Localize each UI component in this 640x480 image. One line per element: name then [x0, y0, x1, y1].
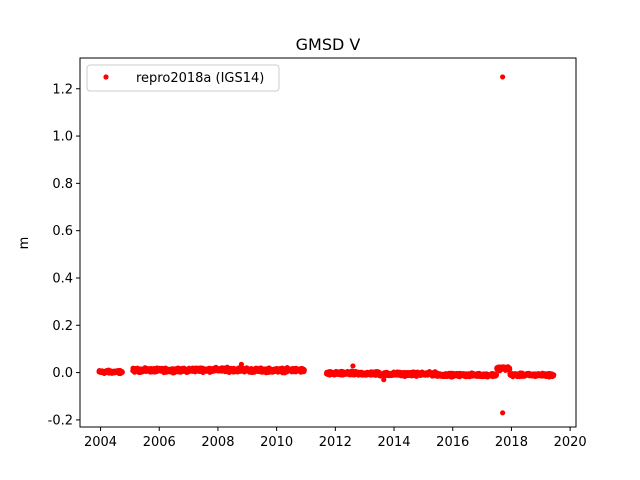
data-point — [119, 369, 125, 375]
x-tick-label: 2016 — [436, 435, 469, 450]
legend-box — [86, 64, 280, 92]
y-tick-label: 0.8 — [52, 177, 73, 192]
y-tick-label: 1.0 — [52, 130, 73, 145]
data-point — [507, 366, 513, 372]
y-tick-label: 1.2 — [52, 82, 73, 97]
legend: repro2018a (IGS14) — [86, 64, 280, 92]
data-point — [301, 367, 307, 373]
x-tick-label: 2010 — [260, 435, 293, 450]
data-points — [96, 74, 557, 416]
legend-marker — [103, 74, 109, 80]
x-tick-label: 2014 — [377, 435, 410, 450]
x-axis: 2004 2006 2008 2010 2012 2014 2016 2018 2020 — [84, 427, 587, 450]
data-point-outlier — [350, 363, 356, 369]
y-tick-label: -0.2 — [48, 413, 73, 428]
x-tick-label: 2020 — [554, 435, 587, 450]
plot-area-frame — [79, 57, 577, 428]
data-point — [493, 372, 500, 378]
data-point-outlier — [238, 361, 245, 367]
data-point — [551, 372, 557, 378]
y-tick-label: 0.4 — [52, 271, 73, 286]
chart-title: GMSD V — [296, 35, 361, 54]
x-tick-label: 2008 — [201, 435, 234, 450]
x-tick-label: 2018 — [495, 435, 528, 450]
y-tick-label: 0.6 — [52, 224, 73, 239]
y-axis-label: m — [17, 237, 32, 250]
legend-label: repro2018a (IGS14) — [136, 71, 264, 86]
y-axis: -0.2 0.0 0.2 0.4 0.6 0.8 1.0 1.2 — [48, 82, 80, 428]
data-point-outlier — [500, 74, 506, 80]
x-tick-label: 2006 — [143, 435, 176, 450]
y-tick-label: 0.0 — [52, 366, 73, 381]
y-tick-label: 0.2 — [52, 319, 73, 334]
data-point-outlier — [381, 377, 387, 383]
data-point-outlier — [500, 410, 506, 416]
x-tick-label: 2012 — [319, 435, 352, 450]
x-tick-label: 2004 — [84, 435, 117, 450]
